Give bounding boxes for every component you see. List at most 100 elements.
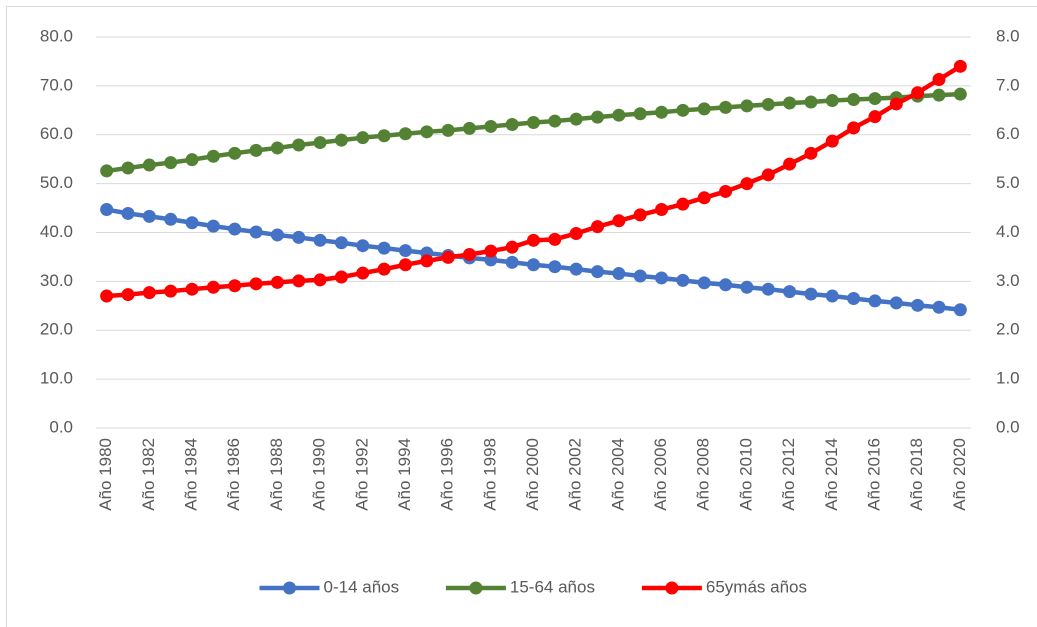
data-point [228,146,242,160]
data-point [697,102,711,116]
data-point [527,116,540,130]
data-point [356,239,370,253]
data-point [783,96,797,110]
x-tick-label: Año 1990 [310,438,329,511]
data-point [953,59,967,73]
data-point [398,258,412,272]
data-point [633,208,647,222]
data-point [292,230,306,244]
data-point [868,110,882,124]
data-point [804,95,818,109]
legend-marker [469,581,483,595]
legend-marker [665,581,679,595]
data-point [932,300,946,314]
data-point [612,108,626,122]
data-point [462,121,476,135]
x-tick-label: Año 2020 [950,438,969,511]
y2-tick-label: 4.0 [996,222,1020,241]
y2-tick-label: 3.0 [996,271,1020,290]
data-point [356,131,370,145]
data-point [740,99,754,113]
x-tick-label: Año 2000 [523,438,542,511]
data-point [121,161,135,175]
data-point [953,87,967,101]
data-point [249,277,263,291]
data-point [719,100,733,114]
data-point [228,222,242,236]
data-point [655,105,669,119]
data-point [206,149,220,163]
data-point [377,241,391,255]
data-point [527,258,540,272]
data-point [740,280,754,294]
x-tick-label: Año 1994 [395,438,414,511]
data-point [292,274,306,288]
data-point [655,203,669,217]
data-point [441,250,455,264]
data-point [719,278,733,292]
data-point [612,214,626,228]
data-point [313,136,327,150]
data-point [825,94,839,108]
data-point [548,260,562,274]
x-tick-label: Año 2010 [736,438,755,511]
data-point [100,164,114,178]
data-point [313,273,327,287]
y-tick-label: 40.0 [40,222,73,241]
data-point [334,133,348,147]
data-point [292,138,306,152]
data-point [569,262,583,276]
data-point [121,288,135,302]
y2-tick-label: 2.0 [996,320,1020,339]
data-point [484,244,498,258]
data-point [804,287,818,301]
x-tick-label: Año 1982 [139,438,158,511]
x-tick-label: Año 2018 [907,438,926,511]
y-tick-label: 60.0 [40,124,73,143]
data-point [697,191,711,205]
data-point [633,269,647,283]
data-point [847,93,861,107]
x-tick-label: Año 1984 [182,438,201,511]
data-point [142,158,156,172]
chart-frame [6,6,1037,627]
data-point [740,177,754,191]
data-point [270,141,284,155]
data-point [164,284,178,298]
data-point [868,294,882,308]
data-point [889,97,903,111]
y2-tick-label: 1.0 [996,369,1020,388]
x-tick-label: Año 2014 [822,438,841,511]
data-point [100,203,114,217]
data-point [377,129,391,143]
data-point [164,156,178,170]
data-point [164,212,178,226]
data-point [185,153,199,167]
data-point [505,255,519,269]
data-point [505,240,519,254]
data-point [804,146,818,160]
data-point [825,134,839,148]
x-tick-label: Año 2016 [864,438,883,511]
data-point [676,273,690,287]
data-point [761,282,775,296]
y2-tick-label: 7.0 [996,75,1020,94]
x-tick-label: Año 2002 [566,438,585,511]
legend-label: 0-14 años [324,577,400,596]
data-point [591,220,605,234]
y-tick-label: 50.0 [40,173,73,192]
data-point [313,233,327,247]
x-tick-label: Año 2012 [779,438,798,511]
y-tick-label: 20.0 [40,320,73,339]
data-point [911,86,925,100]
data-point [505,117,519,131]
y2-tick-label: 5.0 [996,173,1020,192]
data-point [270,228,284,242]
data-point [377,262,391,276]
data-point [356,266,370,280]
data-point [697,276,711,290]
data-point [334,236,348,250]
data-point [398,244,412,258]
data-point [100,289,114,303]
